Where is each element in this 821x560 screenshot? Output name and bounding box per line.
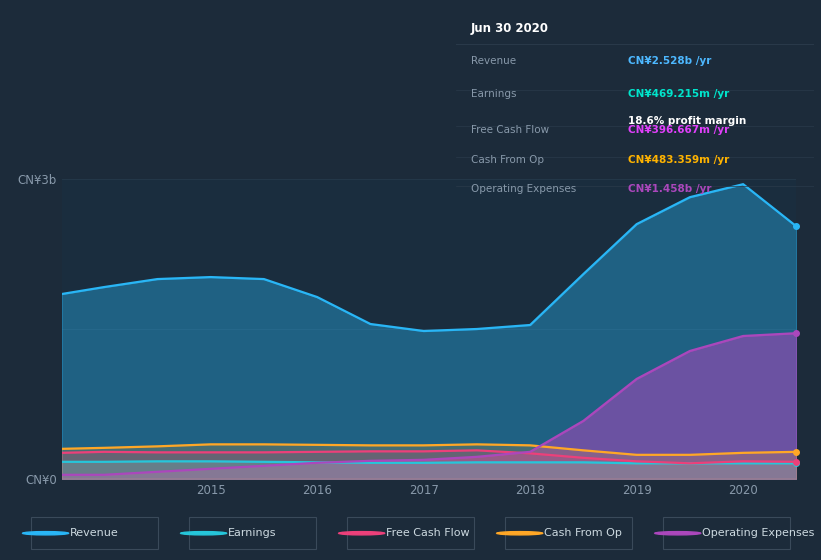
Text: Operating Expenses: Operating Expenses [703, 528, 814, 538]
Circle shape [655, 531, 701, 535]
Text: Revenue: Revenue [71, 528, 119, 538]
Text: Revenue: Revenue [470, 56, 516, 66]
Text: Operating Expenses: Operating Expenses [470, 184, 576, 194]
Text: CN¥2.528b /yr: CN¥2.528b /yr [628, 56, 711, 66]
Circle shape [497, 531, 543, 535]
Circle shape [22, 531, 68, 535]
Text: Earnings: Earnings [470, 89, 516, 99]
Text: 18.6% profit margin: 18.6% profit margin [628, 116, 746, 126]
Text: Earnings: Earnings [228, 528, 277, 538]
Text: Free Cash Flow: Free Cash Flow [470, 125, 549, 135]
Text: CN¥483.359m /yr: CN¥483.359m /yr [628, 155, 729, 165]
Text: Cash From Op: Cash From Op [544, 528, 622, 538]
Circle shape [339, 531, 385, 535]
Text: Jun 30 2020: Jun 30 2020 [470, 22, 548, 35]
Text: Free Cash Flow: Free Cash Flow [386, 528, 470, 538]
Text: CN¥1.458b /yr: CN¥1.458b /yr [628, 184, 712, 194]
Text: CN¥396.667m /yr: CN¥396.667m /yr [628, 125, 729, 135]
Text: CN¥469.215m /yr: CN¥469.215m /yr [628, 89, 729, 99]
Text: Cash From Op: Cash From Op [470, 155, 544, 165]
Circle shape [181, 531, 227, 535]
